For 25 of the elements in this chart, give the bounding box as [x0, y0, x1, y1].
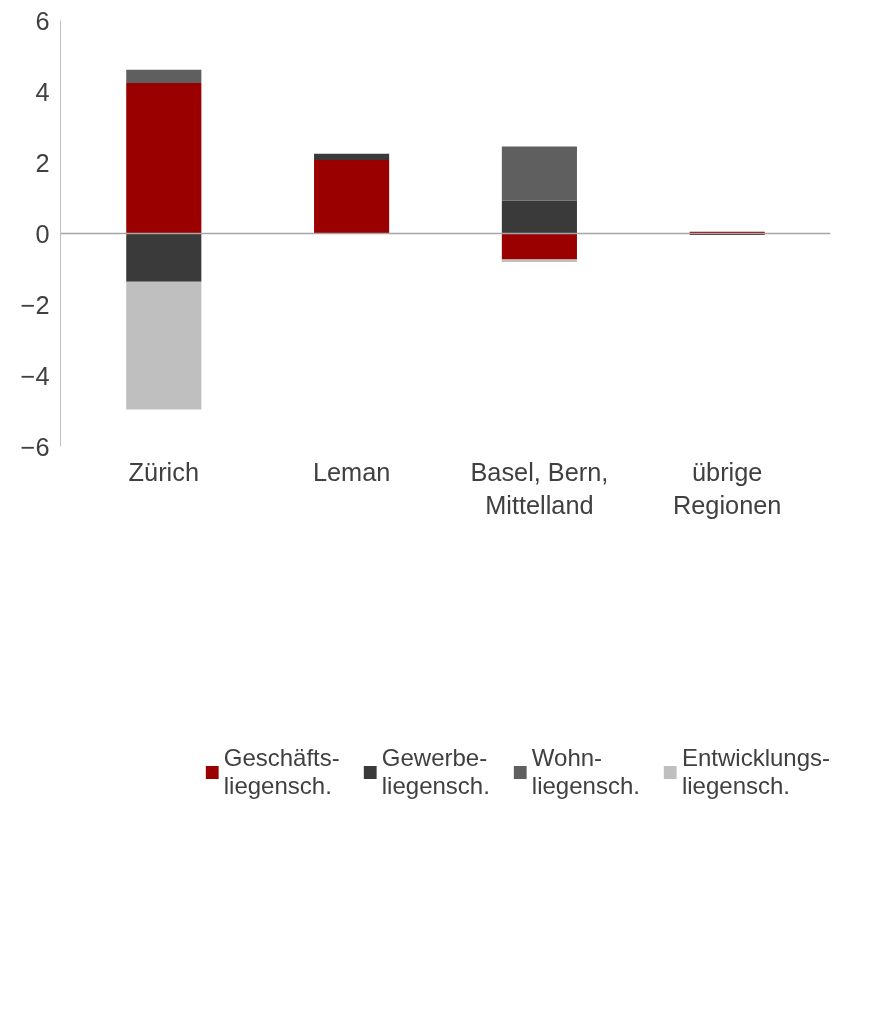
legend-label: Geschäfts- liegensch. — [223, 744, 340, 800]
x-tick-label: Leman — [312, 457, 391, 486]
bar — [314, 160, 390, 234]
y-tick-label: −2 — [20, 290, 50, 319]
y-tick-label: 0 — [35, 219, 50, 248]
bar — [126, 69, 202, 83]
bar — [126, 233, 202, 282]
bar — [314, 153, 390, 161]
y-tick-label: 2 — [35, 148, 50, 177]
y-tick-label: −6 — [20, 432, 50, 461]
legend-label: Gewerbe- liegensch. — [381, 744, 490, 800]
bar — [126, 82, 202, 234]
legend-label: Wohn- liegensch. — [531, 744, 640, 800]
legend-label: Entwicklungs- liegensch. — [681, 744, 830, 800]
bar — [501, 146, 577, 201]
x-tick-label: Basel, Bern, Mittelland — [470, 457, 609, 520]
bar — [501, 233, 577, 260]
x-tick-label: übrige Regionen — [672, 457, 782, 520]
y-tick-label: −4 — [20, 361, 50, 390]
y-tick-label: 6 — [35, 6, 50, 35]
bar — [501, 259, 577, 262]
bar — [126, 281, 202, 410]
bar — [501, 200, 577, 234]
y-tick-label: 4 — [35, 77, 50, 106]
x-tick-label: Zürich — [128, 457, 199, 486]
